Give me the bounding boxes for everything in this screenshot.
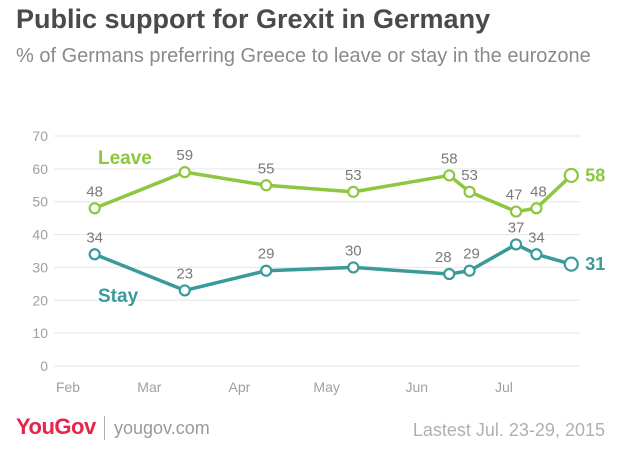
y-tick-label: 60	[32, 161, 48, 177]
data-point-leave	[509, 205, 523, 218]
data-point-leave	[443, 169, 456, 182]
y-tick-label: 0	[40, 358, 48, 374]
x-tick-label: Jul	[495, 379, 513, 395]
end-value-stay: 31	[585, 254, 605, 274]
x-tick-label: Mar	[137, 379, 161, 395]
data-point-leave	[563, 167, 579, 184]
series-name-leave: Leave	[98, 148, 152, 169]
y-tick-label: 70	[32, 128, 48, 144]
latest-date-note: Lastest Jul. 23-29, 2015	[412, 420, 605, 440]
series-lines	[94, 170, 573, 293]
x-tick-label: Feb	[56, 379, 80, 395]
data-point-stay	[463, 264, 476, 277]
series-name-stay: Stay	[98, 286, 139, 307]
data-point-stay	[509, 238, 523, 251]
y-tick-label: 10	[32, 325, 48, 341]
gridlines	[54, 135, 580, 367]
footer-divider	[104, 416, 105, 440]
data-point-stay	[88, 248, 101, 261]
data-point-stay	[260, 264, 273, 277]
data-label-leave: 48	[86, 183, 103, 200]
data-point-stay	[563, 256, 579, 272]
data-point-stay	[178, 284, 191, 297]
y-tick-label: 50	[32, 194, 48, 210]
data-label-stay: 37	[508, 219, 525, 236]
y-tick-label: 20	[32, 292, 48, 308]
data-point-leave	[260, 179, 273, 192]
y-tick-label: 30	[32, 259, 48, 275]
y-axis: 0 10 20 30 40 50 60 70	[32, 128, 48, 374]
data-label-stay: 30	[345, 242, 362, 259]
data-point-stay	[530, 248, 543, 261]
data-point-leave	[463, 185, 476, 198]
data-label-stay: 34	[86, 229, 103, 246]
data-label-leave: 53	[461, 167, 478, 184]
x-tick-label: Apr	[229, 379, 251, 395]
data-point-stay	[347, 261, 360, 274]
data-label-stay: 34	[528, 229, 545, 246]
data-label-stay: 23	[176, 265, 193, 282]
data-label-leave: 53	[345, 167, 362, 184]
series-line-leave	[94, 170, 573, 214]
data-label-leave: 55	[258, 160, 275, 177]
footer: YouGov yougov.com Lastest Jul. 23-29, 20…	[0, 412, 621, 448]
x-tick-label: May	[313, 379, 339, 395]
end-value-leave: 58	[585, 165, 605, 185]
y-tick-label: 40	[32, 227, 48, 243]
data-label-leave: 59	[176, 147, 193, 164]
site-link[interactable]: yougov.com	[114, 418, 210, 438]
data-label-leave: 58	[441, 150, 458, 167]
data-point-leave	[530, 202, 543, 215]
chart-title: Public support for Grexit in Germany	[16, 4, 491, 34]
data-label-stay: 29	[463, 246, 480, 263]
data-label-leave: 48	[530, 183, 547, 200]
data-point-leave	[178, 166, 191, 179]
data-point-leave	[347, 185, 360, 198]
data-label-leave: 47	[506, 187, 523, 204]
x-tick-label: Jun	[405, 379, 428, 395]
yougov-logo[interactable]: YouGov	[16, 414, 96, 439]
series-markers	[88, 166, 579, 297]
data-point-leave	[88, 202, 101, 215]
x-axis: Feb Mar Apr May Jun Jul	[56, 379, 513, 395]
data-label-stay: 28	[435, 249, 452, 266]
data-point-stay	[443, 267, 456, 281]
chart-subtitle: % of Germans preferring Greece to leave …	[16, 45, 591, 67]
line-chart: 0 10 20 30 40 50 60 70 Feb Mar Apr May Jun Jul 48 59 5…	[32, 128, 605, 395]
data-label-stay: 29	[258, 246, 275, 263]
